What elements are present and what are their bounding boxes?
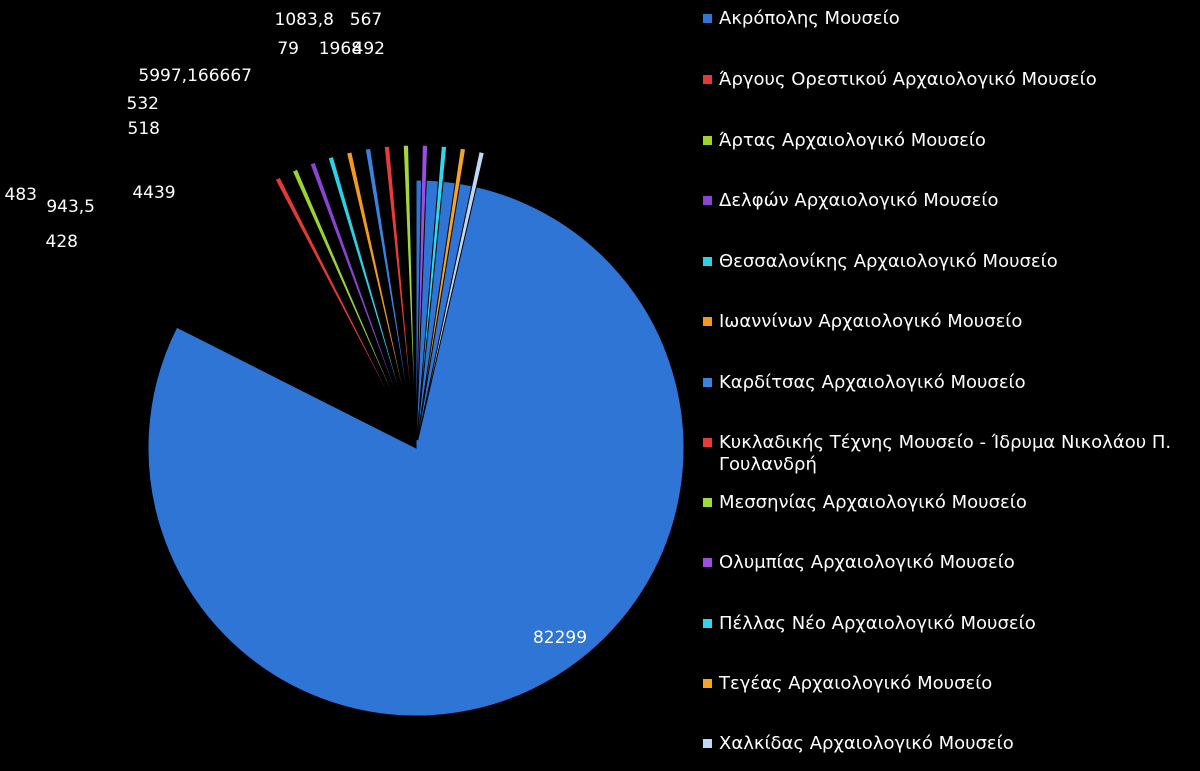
legend-label: Μεσσηνίας Αρχαιολογικό Μουσείο: [719, 492, 1027, 513]
legend-swatch: [703, 438, 712, 447]
slice-value-label: 567: [350, 10, 382, 30]
pie-slice: [291, 168, 414, 441]
slice-value-label: 79: [277, 39, 299, 59]
pie-slice: [309, 161, 414, 441]
pie-value-labels: 82299 428 483 943,5 4439 518 532 5997,166667 79 1…: [5, 10, 588, 648]
legend-item: Μεσσηνίας Αρχαιολογικό Μουσείο: [703, 492, 1173, 514]
legend-item: Πέλλας Νέο Αρχαιολογικό Μουσείο: [703, 613, 1173, 635]
slice-value-label: 4439: [132, 183, 175, 203]
pie-slice: [416, 147, 467, 441]
pie-slice: [274, 176, 413, 442]
legend-swatch: [703, 739, 712, 748]
legend-item: Θεσσαλονίκης Αρχαιολογικό Μουσείο: [703, 251, 1173, 273]
pie-slice: [327, 155, 415, 441]
pie-slice: [364, 147, 416, 441]
slice-value-label: 82299: [533, 628, 587, 648]
legend-label: Ολυμπίας Αρχαιολογικό Μουσείο: [719, 552, 1015, 573]
legend-label: Άρτας Αρχαιολογικό Μουσείο: [719, 130, 986, 151]
legend-swatch: [703, 558, 712, 567]
pie-slice: [415, 144, 429, 441]
legend-label: Καρδίτσας Αρχαιολογικό Μουσείο: [719, 372, 1026, 393]
legend-item: Ακρόπολης Μουσείο: [703, 8, 1173, 30]
legend-swatch: [703, 317, 712, 326]
legend-swatch: [703, 75, 712, 84]
legend-label: Πέλλας Νέο Αρχαιολογικό Μουσείο: [719, 613, 1036, 634]
legend-swatch: [703, 257, 712, 266]
legend-label: Δελφών Αρχαιολογικό Μουσείο: [719, 190, 999, 211]
legend-item: Ιωαννίνων Αρχαιολογικό Μουσείο: [703, 311, 1173, 333]
slice-value-label: 483: [5, 185, 37, 205]
pie-slices: [147, 144, 685, 717]
pie-slice: [147, 179, 685, 717]
legend-item: Άρτας Αρχαιολογικό Μουσείο: [703, 130, 1173, 152]
legend-swatch: [703, 136, 712, 145]
slice-value-label: 1083,8: [275, 10, 334, 30]
legend-item: Κυκλαδικής Τέχνης Μουσείο - Ίδρυμα Νικολ…: [703, 432, 1173, 476]
pie-chart: 82299 428 483 943,5 4439 518 532 5997,166667 79 1…: [5, 10, 685, 717]
pie-slice: [345, 151, 415, 441]
legend-swatch: [703, 619, 712, 628]
legend-swatch: [703, 679, 712, 688]
legend-label: Κυκλαδικής Τέχνης Μουσείο - Ίδρυμα Νικολ…: [719, 432, 1172, 475]
pie-slice: [402, 144, 417, 441]
slice-value-label: 943,5: [46, 197, 95, 217]
legend-label: Θεσσαλονίκης Αρχαιολογικό Μουσείο: [719, 251, 1058, 272]
legend-item: Άργους Ορεστικού Αρχαιολογικό Μουσείο: [703, 69, 1173, 91]
legend-label: Τεγέας Αρχαιολογικό Μουσείο: [719, 673, 993, 694]
legend-item: Ολυμπίας Αρχαιολογικό Μουσείο: [703, 552, 1173, 574]
slice-value-label: 1968: [319, 39, 362, 59]
slice-value-label: 5997,166667: [138, 66, 252, 86]
slice-value-label: 492: [353, 39, 385, 59]
legend-item: Τεγέας Αρχαιολογικό Μουσείο: [703, 673, 1173, 695]
legend-item: Δελφών Αρχαιολογικό Μουσείο: [703, 190, 1173, 212]
legend-swatch: [703, 14, 712, 23]
legend-swatch: [703, 378, 712, 387]
pie-slice: [383, 145, 416, 441]
legend-label: Ιωαννίνων Αρχαιολογικό Μουσείο: [719, 311, 1023, 332]
legend-swatch: [703, 498, 712, 507]
legend-label: Άργους Ορεστικού Αρχαιολογικό Μουσείο: [719, 69, 1097, 90]
legend-label: Χαλκίδας Αρχαιολογικό Μουσείο: [719, 733, 1014, 754]
legend-item: Χαλκίδας Αρχαιολογικό Μουσείο: [703, 733, 1173, 755]
slice-value-label: 518: [128, 119, 160, 139]
slice-value-label: 532: [127, 94, 159, 114]
legend-swatch: [703, 196, 712, 205]
pie-slice: [417, 151, 485, 441]
pie-slice: [416, 145, 448, 441]
slice-value-label: 428: [46, 232, 78, 252]
legend-item: Καρδίτσας Αρχαιολογικό Μουσείο: [703, 372, 1173, 394]
legend-label: Ακρόπολης Μουσείο: [719, 8, 900, 29]
